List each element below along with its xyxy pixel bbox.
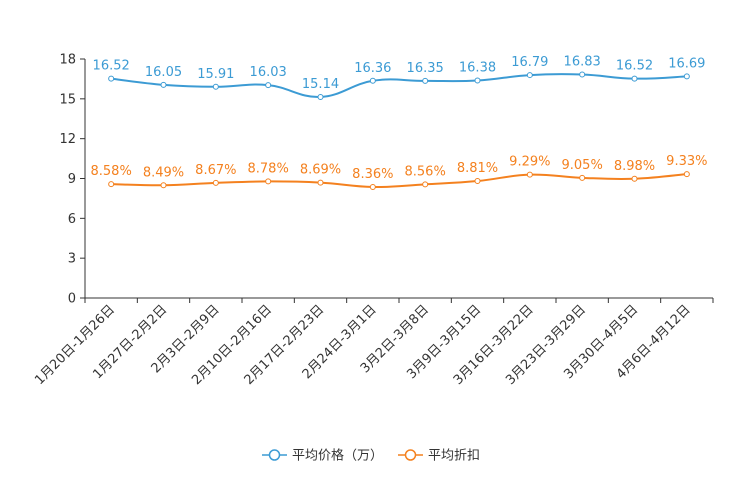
- data-point[interactable]: [212, 179, 219, 186]
- data-label: 8.49%: [143, 165, 184, 180]
- data-label: 8.67%: [195, 163, 236, 178]
- legend-marker-icon: [268, 449, 281, 461]
- data-label: 16.05: [145, 65, 182, 80]
- data-label: 16.35: [407, 61, 444, 76]
- data-point[interactable]: [631, 75, 638, 82]
- data-label: 16.83: [564, 55, 601, 70]
- legend-label: 平均价格（万）: [292, 448, 383, 464]
- legend-item[interactable]: 平均价格（万）: [262, 448, 383, 464]
- legend-label: 平均折扣: [428, 449, 480, 464]
- data-label: 8.36%: [352, 167, 393, 182]
- legend-marker-icon: [404, 449, 417, 461]
- data-point[interactable]: [683, 73, 690, 80]
- data-label: 8.58%: [91, 164, 132, 179]
- data-label: 15.91: [197, 67, 234, 82]
- data-label: 16.52: [616, 59, 653, 74]
- data-point[interactable]: [526, 72, 533, 79]
- series-line: [111, 73, 687, 98]
- data-label: 16.79: [511, 55, 548, 70]
- data-label: 16.52: [93, 59, 130, 74]
- data-point[interactable]: [579, 71, 586, 78]
- legend[interactable]: 平均价格（万） 平均折扣: [262, 448, 480, 464]
- data-point[interactable]: [108, 181, 115, 188]
- data-point[interactable]: [265, 82, 272, 89]
- legend-item[interactable]: 平均折扣: [398, 449, 480, 464]
- data-label: 9.33%: [666, 154, 707, 169]
- series-layer: 16.52 16.05 15.91 16.03 15.14 16.36 16.35 16.38…: [91, 55, 707, 190]
- y-tick-label: 18: [59, 53, 76, 68]
- data-point[interactable]: [265, 178, 272, 185]
- data-label: 15.14: [302, 77, 339, 92]
- y-tick-label: 9: [68, 172, 76, 187]
- data-point[interactable]: [526, 171, 533, 178]
- series-1: 16.52 16.05 15.91 16.03 15.14 16.36 16.35 16.38…: [93, 55, 705, 100]
- data-point[interactable]: [317, 179, 324, 186]
- axes: 03691215181月20日-1月26日1月27日-2月2日2月3日-2月9日…: [32, 53, 714, 388]
- data-point[interactable]: [422, 181, 429, 188]
- data-label: 8.98%: [614, 159, 655, 174]
- y-tick-label: 3: [68, 252, 76, 267]
- data-label: 16.69: [668, 56, 705, 71]
- data-label: 8.69%: [300, 163, 341, 178]
- data-label: 8.56%: [405, 164, 446, 179]
- data-point[interactable]: [369, 77, 376, 84]
- data-label: 8.81%: [457, 161, 498, 176]
- data-point[interactable]: [474, 77, 481, 84]
- data-label: 16.36: [354, 61, 391, 76]
- data-point[interactable]: [683, 171, 690, 178]
- data-label: 8.78%: [248, 161, 289, 176]
- data-point[interactable]: [160, 182, 167, 189]
- data-point[interactable]: [317, 93, 324, 100]
- series-2: 8.58% 8.49% 8.67% 8.78% 8.69% 8.36% 8.56% 8.81%…: [91, 154, 707, 190]
- data-point[interactable]: [422, 77, 429, 84]
- series-line: [111, 173, 687, 189]
- y-tick-label: 15: [59, 92, 76, 107]
- data-label: 9.05%: [562, 158, 603, 173]
- y-tick-label: 6: [68, 212, 76, 227]
- data-point[interactable]: [369, 183, 376, 190]
- data-point[interactable]: [108, 75, 115, 82]
- data-label: 16.38: [459, 61, 496, 76]
- data-point[interactable]: [474, 178, 481, 185]
- data-label: 9.29%: [509, 155, 550, 170]
- data-point[interactable]: [212, 83, 219, 90]
- data-point[interactable]: [160, 81, 167, 88]
- data-point[interactable]: [579, 174, 586, 181]
- y-tick-label: 12: [59, 132, 76, 147]
- y-tick-label: 0: [68, 292, 76, 307]
- data-point[interactable]: [631, 175, 638, 182]
- data-label: 16.03: [250, 65, 287, 80]
